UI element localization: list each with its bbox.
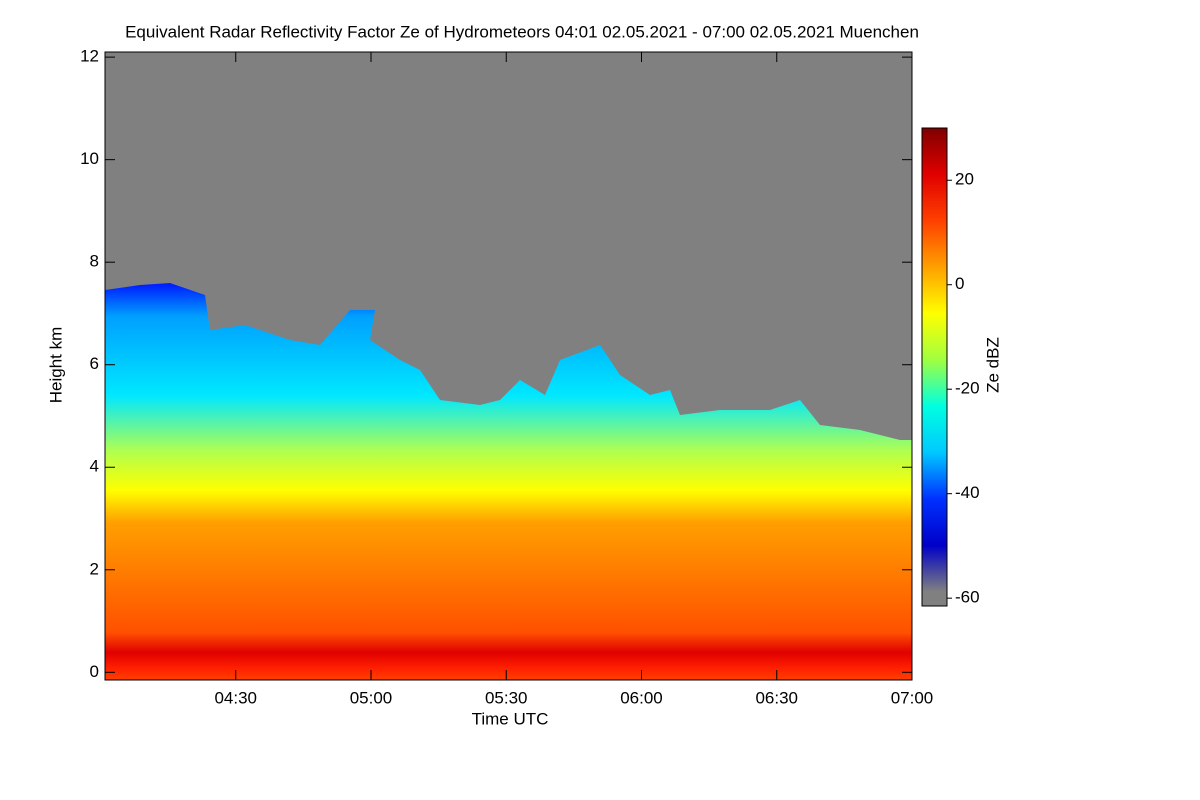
colorbar-tick-label: -40 <box>955 483 980 502</box>
chart-title: Equivalent Radar Reflectivity Factor Ze … <box>125 22 919 41</box>
y-tick-label: 6 <box>90 354 99 373</box>
y-tick-label: 8 <box>90 252 99 271</box>
x-tick-label: 04:30 <box>214 688 257 707</box>
x-tick-label: 05:30 <box>485 688 528 707</box>
plot-frame <box>104 51 913 681</box>
colorbar-label: Ze dBZ <box>983 337 1002 393</box>
y-tick-label: 2 <box>90 559 99 578</box>
y-tick-label: 0 <box>90 662 99 681</box>
reflectivity-field <box>105 283 912 680</box>
colorbar <box>921 127 948 607</box>
y-tick-label: 4 <box>90 457 99 476</box>
x-axis-label: Time UTC <box>472 709 549 728</box>
colorbar-tick-label: -20 <box>955 379 980 398</box>
x-tick-label: 06:30 <box>755 688 798 707</box>
x-tick-label: 05:00 <box>350 688 393 707</box>
y-tick-label: 12 <box>80 47 99 66</box>
colorbar-tick-label: 0 <box>955 274 964 293</box>
y-axis-label: Height km <box>46 327 65 404</box>
x-tick-label: 06:00 <box>620 688 663 707</box>
colorbar-tick-label: 20 <box>955 170 974 189</box>
x-tick-label: 07:00 <box>891 688 934 707</box>
colorbar-tick-label: -60 <box>955 588 980 607</box>
y-tick-label: 10 <box>80 149 99 168</box>
